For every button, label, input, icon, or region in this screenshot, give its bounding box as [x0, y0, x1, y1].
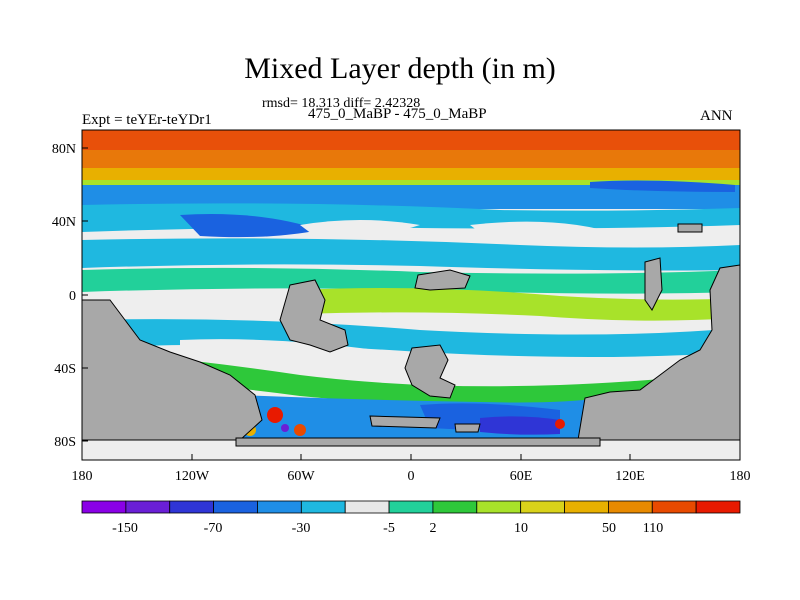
hotspot-red-2 — [555, 419, 565, 429]
land-south-island — [404, 344, 456, 399]
colorbar-swatch — [476, 500, 522, 514]
arctic-band-lightgreen — [82, 180, 740, 186]
colorbar-swatch — [388, 500, 434, 514]
colorbar-label: 2 — [430, 521, 437, 536]
y-tick-label: 80S — [54, 435, 76, 450]
tropical-cyan-band — [82, 238, 740, 271]
x-tick-label: 0 — [408, 469, 415, 484]
colorbar-swatch — [608, 500, 653, 514]
arctic-band-yellow — [82, 168, 740, 182]
y-tick-label: 80N — [52, 142, 76, 157]
land-antarctic-strip — [369, 415, 441, 429]
equatorial-white-patch — [140, 293, 270, 319]
colorbar-swatch — [81, 500, 127, 514]
colorbar-swatch — [344, 500, 390, 514]
x-tick-label: 180 — [72, 469, 93, 484]
north-white-swirl-2 — [470, 221, 620, 242]
colorbar-swatch — [300, 500, 346, 514]
colorbar-swatch — [257, 500, 302, 514]
arctic-band-orange — [82, 150, 740, 170]
y-tick-label: 40N — [52, 215, 76, 230]
colorbar-swatch — [169, 500, 214, 514]
colorbar-label: -5 — [383, 521, 395, 536]
colorbar-swatch — [125, 500, 171, 514]
hotspot-orange — [294, 424, 306, 436]
colorbar-swatch — [520, 500, 565, 514]
y-tick-label: 40S — [54, 362, 76, 377]
experiment-period-label: 475_0_MaBP - 475_0_MaBP — [308, 106, 487, 122]
y-tick-label: 0 — [69, 289, 76, 304]
land-antarctic-strip-2 — [454, 423, 481, 433]
colorbar-label: -30 — [292, 521, 311, 536]
colorbar-label: 110 — [643, 521, 663, 536]
x-tick-label: 60E — [510, 469, 533, 484]
colorbar-label: 50 — [602, 521, 616, 536]
tropical-green-band — [82, 267, 740, 294]
x-tick-label: 120W — [175, 469, 210, 484]
x-tick-label: 180 — [730, 469, 751, 484]
colorbar-swatch — [651, 500, 697, 514]
stats-line: rmsd= 18.313 diff= 2.42328 — [262, 96, 421, 111]
colorbar-swatch — [213, 500, 258, 514]
hotspot-purple — [281, 424, 289, 432]
colorbar — [81, 500, 741, 514]
colorbar-swatch — [564, 500, 609, 514]
map-panel — [81, 129, 741, 461]
colorbar-swatch — [695, 500, 741, 514]
land-northeast-island — [677, 223, 703, 233]
land-antarctic-shelf — [235, 437, 601, 447]
x-axis: 180 120W 60W 0 60E 120E 180 — [72, 454, 751, 484]
land-north-island — [414, 269, 471, 291]
plot-title: Mixed Layer depth (in m) — [244, 52, 556, 85]
colorbar-label: -70 — [204, 521, 223, 536]
southern-green-band — [82, 350, 740, 405]
x-tick-label: 120E — [615, 469, 645, 484]
north-deep-blue-streak — [590, 180, 735, 192]
x-tick-label: 60W — [287, 469, 315, 484]
land-central-island — [279, 279, 349, 353]
colorbar-swatch — [432, 500, 478, 514]
land-east-island — [644, 257, 663, 311]
colorbar-label: 10 — [514, 521, 528, 536]
south-tropical-cyan — [82, 319, 740, 357]
y-axis: 80N 40N 0 40S 80S — [52, 142, 88, 450]
hotspot-red — [267, 407, 283, 423]
north-blue-swirl — [180, 214, 320, 238]
land-west-continent — [81, 299, 263, 441]
north-white-swirl — [300, 220, 420, 240]
season-label: ANN — [700, 108, 733, 124]
experiment-label: Expt = teYEr-teYDr1 — [82, 112, 212, 128]
southern-ocean-navy — [480, 416, 560, 435]
equatorial-lime-band — [300, 288, 740, 321]
colorbar-label: -150 — [112, 521, 138, 536]
colorbar-labels: -150 -70 -30 -5 2 10 50 110 — [112, 521, 663, 536]
